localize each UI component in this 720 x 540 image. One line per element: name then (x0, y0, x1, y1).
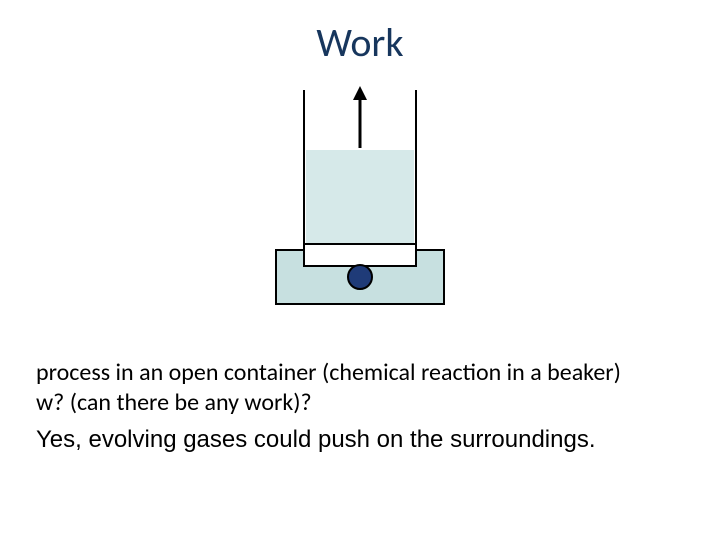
beaker-base-strip (304, 244, 416, 266)
slide: Work process in an open container (chemi… (0, 0, 720, 540)
beaker-svg (274, 80, 446, 310)
slide-title: Work (0, 18, 720, 67)
beaker-diagram (274, 80, 446, 310)
hotplate-knob-icon (348, 265, 372, 289)
arrow-head-icon (353, 86, 367, 100)
body-text: process in an open container (chemical r… (36, 358, 684, 456)
text-line-1: process in an open container (chemical r… (36, 358, 684, 388)
text-line-3: Yes, evolving gases could push on the su… (36, 424, 684, 456)
text-line-2: w? (can there be any work)? (36, 388, 684, 418)
beaker-liquid (306, 150, 414, 250)
